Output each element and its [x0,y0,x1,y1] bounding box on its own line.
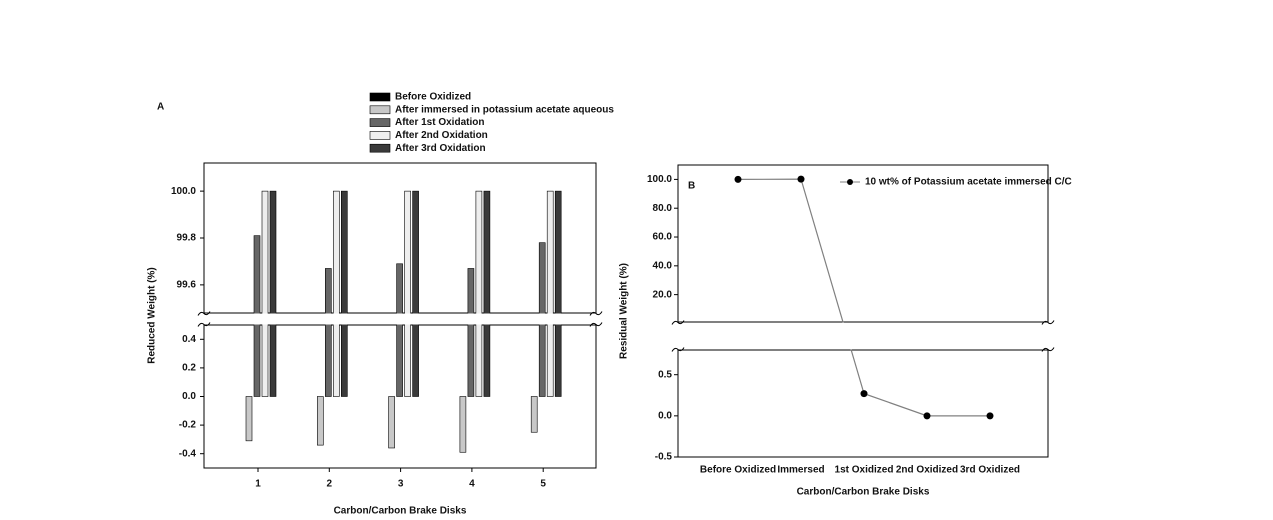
bar [554,190,562,397]
legend-swatch [369,118,391,127]
x-tick-label: 1st Oxidized [835,465,894,476]
axis-break-mark [589,311,603,316]
y-tick-label: 40.0 [653,260,673,271]
y-tick-label: 99.6 [177,280,197,291]
bar [340,190,348,397]
y-tick-label: 0.5 [658,369,672,380]
y-tick-label: 0.0 [658,410,672,421]
y-tick-label: 0.0 [182,391,196,402]
panel-label: B [688,181,695,192]
y-axis-label: Residual Weight (%) [619,263,630,359]
axis-break-mark [197,311,211,316]
axis-break-gap [202,313,598,325]
y-axis-label: Reduced Weight (%) [147,267,158,363]
plot-frame [677,349,1049,458]
bar [467,268,475,397]
y-tick-label: 80.0 [653,203,673,214]
axis-break-mark [671,347,685,352]
data-line [737,178,990,417]
y-tick-label: 100.0 [647,174,672,185]
plot-frame [677,164,1049,323]
bar [530,396,538,433]
x-tick-label: 2nd Oxidized [896,465,958,476]
y-tick-label: 60.0 [653,232,673,243]
x-tick-label: Immersed [777,465,824,476]
legend-swatch [369,143,391,153]
x-axis-label: Carbon/Carbon Brake Disks [334,506,467,517]
data-point [797,175,805,183]
bar [412,190,419,397]
legend-label: After 3rd Oxidation [395,143,486,154]
legend-swatch [369,131,391,140]
legend-label: 10 wt% of Potassium acetate immersed C/C [865,177,1072,188]
legend-marker [847,179,853,185]
x-tick-label: Before Oxidized [700,465,776,476]
y-tick-label: 0.4 [182,334,196,345]
x-tick-label: 1 [255,479,261,490]
bar [261,190,269,397]
bar [245,396,253,442]
bar [483,190,491,397]
x-tick-label: 2 [327,479,333,490]
panel-label: A [157,102,164,113]
y-tick-label: 0.2 [182,363,196,374]
axis-break-mark [671,320,685,325]
axis-break-mark [1041,320,1055,325]
bar [388,396,395,449]
y-tick-label: -0.4 [179,448,197,459]
x-tick-label: 5 [540,479,546,490]
bar [316,396,324,446]
y-tick-label: -0.2 [179,420,197,431]
y-tick-label: 100.0 [171,186,196,197]
legend-label: Before Oxidized [395,92,471,103]
legend-label: After 1st Oxidation [395,117,484,128]
bar [396,263,403,397]
data-point [734,175,742,183]
legend-swatch [369,105,391,115]
axis-break-gap [676,322,1050,350]
axis-break-mark [197,322,211,327]
legend-label: After 2nd Oxidation [395,130,488,141]
data-point [986,412,994,420]
bar [324,268,332,397]
x-axis-label: Carbon/Carbon Brake Disks [797,487,930,498]
legend-label: After immersed in potassium acetate aque… [395,104,614,115]
bar [546,190,554,397]
axis-break-mark [589,322,603,327]
y-tick-label: -0.5 [655,452,673,463]
y-tick-label: 99.8 [177,233,197,244]
y-tick-label: 20.0 [653,289,673,300]
bar [269,190,277,397]
legend-swatch [369,92,391,102]
bar [459,396,467,453]
x-tick-label: 3rd Oxidized [960,465,1020,476]
bar [475,190,483,397]
axis-break-mark [1041,347,1055,352]
data-point [923,412,931,420]
data-point [860,390,868,398]
x-tick-label: 3 [398,479,404,490]
bar [332,190,340,397]
bar [404,190,411,397]
x-tick-label: 4 [469,479,475,490]
